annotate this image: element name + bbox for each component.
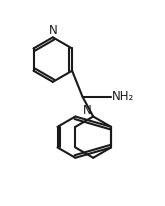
Text: N: N — [83, 103, 92, 116]
Text: N: N — [48, 24, 57, 37]
Text: NH₂: NH₂ — [111, 90, 134, 103]
